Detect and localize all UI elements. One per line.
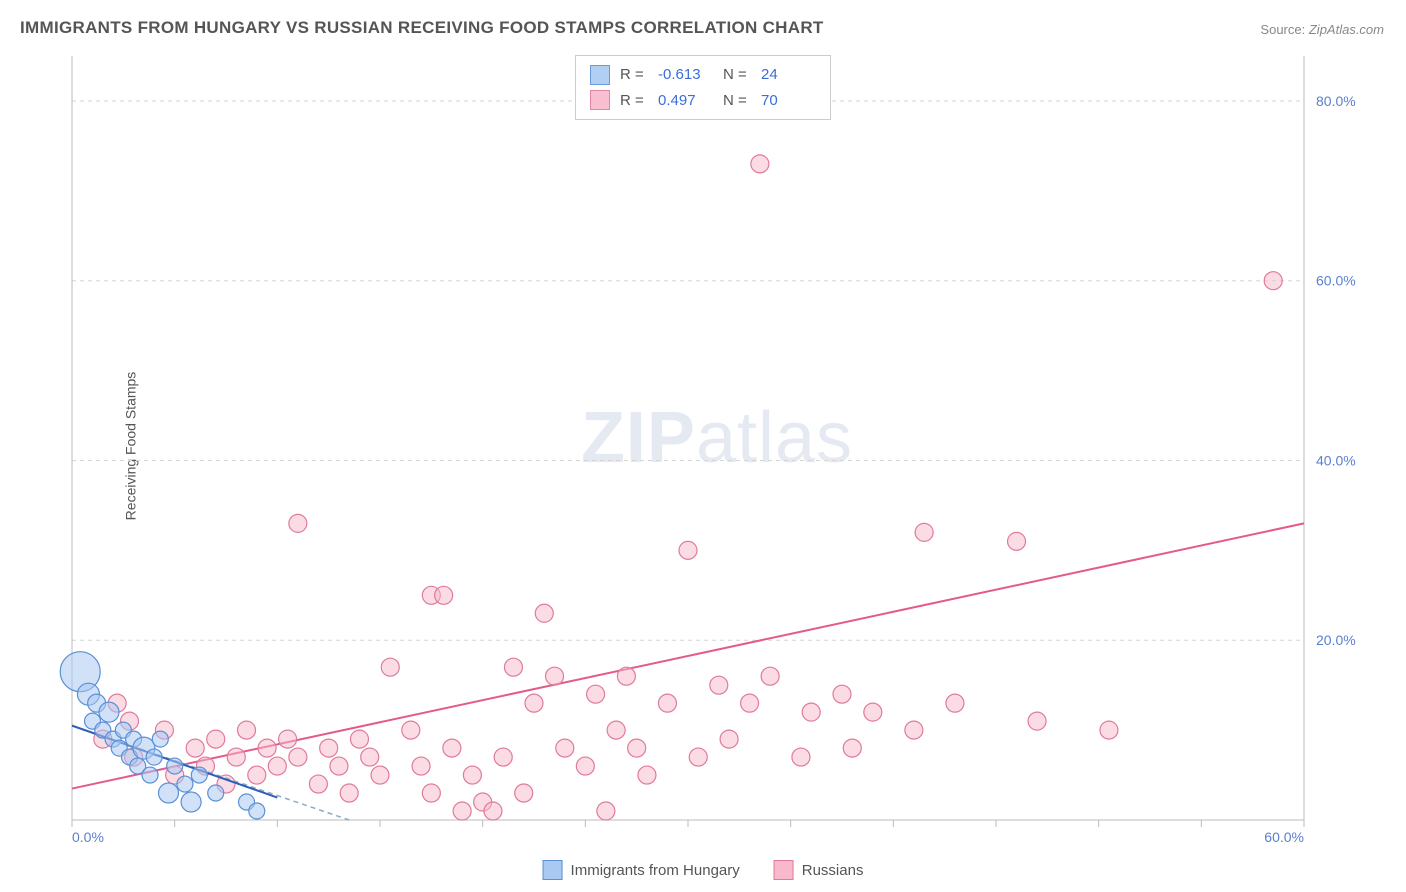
legend-item: Russians	[774, 860, 864, 880]
source-value: ZipAtlas.com	[1309, 22, 1384, 37]
source-attribution: Source: ZipAtlas.com	[1260, 22, 1384, 37]
svg-text:20.0%: 20.0%	[1316, 632, 1356, 648]
svg-text:0.0%: 0.0%	[72, 829, 104, 842]
series-legend: Immigrants from Hungary Russians	[543, 860, 864, 880]
svg-text:60.0%: 60.0%	[1264, 829, 1304, 842]
stats-n-label: N =	[723, 62, 751, 88]
svg-text:80.0%: 80.0%	[1316, 93, 1356, 109]
source-label: Source:	[1260, 22, 1305, 37]
stats-row: R = -0.613 N = 24	[590, 62, 816, 88]
legend-item: Immigrants from Hungary	[543, 860, 740, 880]
stats-n-value: 70	[761, 88, 816, 114]
svg-text:40.0%: 40.0%	[1316, 452, 1356, 468]
legend-swatch	[774, 860, 794, 880]
correlation-stats-box: R = -0.613 N = 24 R = 0.497 N = 70	[575, 55, 831, 120]
legend-label: Immigrants from Hungary	[571, 862, 740, 879]
scatter-chart: 20.0% 40.0% 60.0% 80.0% 0.0% 60.0%	[50, 50, 1384, 842]
plot-container: Receiving Food Stamps ZIPatlas 20.0%40.0…	[50, 50, 1384, 842]
stats-r-label: R =	[620, 88, 648, 114]
svg-text:60.0%: 60.0%	[1316, 273, 1356, 289]
legend-swatch	[543, 860, 563, 880]
stats-n-value: 24	[761, 62, 816, 88]
stats-swatch	[590, 65, 610, 85]
chart-title: IMMIGRANTS FROM HUNGARY VS RUSSIAN RECEI…	[20, 18, 824, 38]
stats-n-label: N =	[723, 88, 751, 114]
stats-row: R = 0.497 N = 70	[590, 88, 816, 114]
stats-swatch	[590, 90, 610, 110]
stats-r-value: 0.497	[658, 88, 713, 114]
legend-label: Russians	[802, 862, 864, 879]
stats-r-value: -0.613	[658, 62, 713, 88]
stats-r-label: R =	[620, 62, 648, 88]
